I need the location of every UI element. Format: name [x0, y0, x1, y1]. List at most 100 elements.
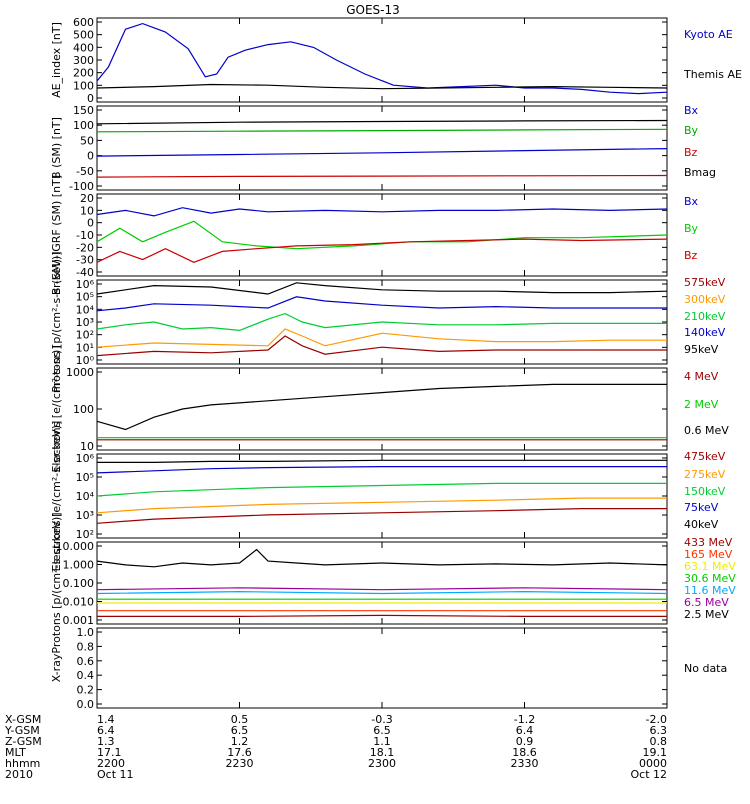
y-tick-label: -40 — [76, 266, 94, 279]
footer-value: 6.4 — [516, 724, 534, 737]
y-axis-label: Protons [p/(cm²-s-sr-keV)] — [50, 512, 63, 653]
y-axis-label: X-ray — [50, 653, 63, 682]
y-tick-label: 10⁴ — [76, 303, 95, 316]
legend-label: 40keV — [684, 518, 719, 531]
y-tick-label: -100 — [69, 180, 94, 193]
y-tick-label: 0.2 — [77, 684, 95, 697]
y-tick-label: 0.100 — [63, 577, 95, 590]
series-line — [96, 312, 667, 332]
series-line — [96, 207, 668, 217]
legend-label: 275keV — [684, 468, 726, 481]
footer-value: 17.1 — [97, 746, 122, 759]
legend-label: 2 MeV — [684, 398, 719, 411]
legend-label: 210keV — [684, 310, 726, 323]
series-line — [96, 482, 667, 497]
figure-title: GOES-13 — [346, 3, 400, 17]
footer-value: -0.3 — [371, 713, 392, 726]
panel-frame — [96, 193, 668, 277]
y-tick-label: 1.000 — [63, 559, 95, 572]
footer-value: Oct 11 — [97, 768, 134, 781]
y-tick-label: 0 — [87, 217, 94, 230]
panel-7: 1.00.8 0.60.4 0.20.0 X-ray No data — [50, 626, 727, 711]
legend-label: 95keV — [684, 343, 719, 356]
series-line — [96, 148, 668, 157]
y-axis-label: AE_index [nT] — [50, 22, 63, 98]
footer-value: 18.1 — [370, 746, 395, 759]
legend-label: 300keV — [684, 293, 726, 306]
y-tick-label: 10³ — [76, 316, 94, 329]
legend-label: 30.6 MeV — [684, 572, 736, 585]
y-tick-label: 1000 — [66, 366, 94, 379]
footer-value: 2200 — [97, 757, 125, 770]
footer-value: 2330 — [511, 757, 539, 770]
series-line — [97, 614, 667, 618]
y-tick-label: 300 — [73, 54, 94, 67]
legend-label: Bz — [684, 146, 698, 159]
y-axis-label: B (SM)-IGRF (SM) [nT] — [50, 175, 63, 295]
legend-label: Bmag — [684, 166, 716, 179]
y-tick-label: 100 — [73, 79, 94, 92]
footer-value: 17.6 — [227, 746, 252, 759]
y-tick-label: 0.010 — [63, 596, 95, 609]
footer-value: 0000 — [639, 757, 667, 770]
legend-label: 11.6 MeV — [684, 584, 736, 597]
series-line — [96, 83, 668, 90]
footer-value: Oct 12 — [630, 768, 667, 781]
footer-value: -1.2 — [514, 713, 535, 726]
footer-value: 0.8 — [650, 735, 668, 748]
y-tick-label: 10 — [80, 440, 94, 453]
panel-4: 1000 100 10 Electrons [e/(cm²-s-sr)] 4 MeV 2 … — [50, 345, 729, 472]
y-tick-label: 10⁶ — [76, 278, 95, 291]
footer-value: 1.4 — [97, 713, 115, 726]
footer-value: 0.9 — [516, 735, 534, 748]
y-tick-label: 500 — [73, 29, 94, 42]
series-line — [96, 497, 667, 514]
series-line — [97, 459, 667, 463]
y-axis-label: Electrons [e/(cm²-s-sr-keV)] — [50, 421, 63, 572]
legend-label: 0.6 MeV — [684, 424, 729, 437]
series-line — [96, 335, 667, 357]
y-tick-label: 10² — [76, 329, 94, 342]
series-line — [96, 296, 667, 312]
legend-label: 75keV — [684, 501, 719, 514]
y-tick-label: -30 — [76, 254, 94, 267]
y-tick-label: 0 — [87, 92, 94, 105]
legend-label: 140keV — [684, 326, 726, 339]
y-axis-label: B (SM) [nT] — [50, 117, 63, 179]
y-tick-label: 10.000 — [56, 540, 95, 553]
footer-row-label: hhmm — [5, 757, 40, 770]
footer-value: 1.2 — [231, 735, 249, 748]
legend-label: 63.1 MeV — [684, 560, 736, 573]
footer-value: -2.0 — [646, 713, 667, 726]
y-tick-label: 10 — [80, 204, 94, 217]
series-line — [96, 466, 667, 474]
y-tick-label: 1.0 — [77, 626, 95, 639]
legend-label: 475keV — [684, 450, 726, 463]
y-tick-label: 10⁵ — [76, 291, 94, 304]
y-tick-label: 200 — [73, 67, 94, 80]
series-line — [96, 119, 668, 125]
legend-label: Bz — [684, 249, 698, 262]
legend-label: Kyoto AE — [684, 28, 733, 41]
y-tick-label: 10³ — [76, 509, 94, 522]
y-tick-label: 10² — [76, 528, 94, 541]
y-tick-label: 10¹ — [76, 341, 94, 354]
footer-row-label: Y-GSM — [4, 724, 40, 737]
series-line — [96, 328, 667, 348]
no-data-note: No data — [684, 662, 727, 675]
y-axis-label: Protons [p/(cm²-s-sr-keV)] — [50, 251, 63, 392]
footer-value: 6.3 — [650, 724, 668, 737]
y-tick-label: 10⁵ — [76, 471, 94, 484]
y-axis-label: Electrons [e/(cm²-s-sr)] — [50, 345, 63, 472]
footer-row-label: 2010 — [5, 768, 33, 781]
footer-value: 6.5 — [231, 724, 249, 737]
footer-value: 1.1 — [373, 735, 391, 748]
series-line — [96, 282, 668, 295]
series-line — [96, 174, 668, 178]
y-tick-label: 0.8 — [77, 640, 95, 653]
